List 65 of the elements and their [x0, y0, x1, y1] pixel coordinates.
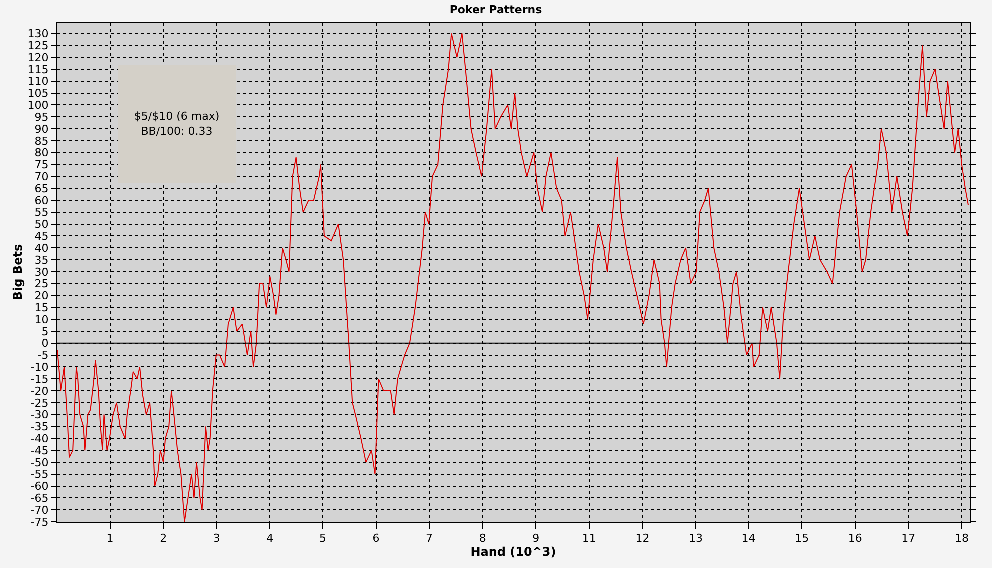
y-tick-label: 30: [34, 266, 49, 279]
x-tick-label: 18: [954, 532, 969, 546]
y-tick-label: 120: [28, 51, 49, 64]
y-tick-label: -25: [30, 396, 49, 410]
y-tick-label: -5: [38, 349, 49, 362]
y-tick-label: 75: [34, 158, 49, 172]
y-tick-label: 55: [34, 206, 49, 220]
y-tick-label: 40: [34, 242, 49, 255]
x-tick-label: 1: [106, 532, 114, 546]
y-tick-label: -65: [30, 492, 49, 506]
y-tick-label: -45: [30, 444, 49, 458]
chart-title: Poker Patterns: [450, 3, 543, 16]
y-tick-label: 70: [34, 170, 49, 184]
x-tick-label: 15: [795, 532, 810, 546]
y-tick-label: 130: [28, 28, 49, 41]
x-tick-label: 8: [479, 532, 486, 546]
x-tick-label: 5: [319, 532, 326, 546]
x-tick-label: 17: [902, 532, 916, 546]
y-tick-label: 50: [34, 218, 49, 232]
y-tick-label: 90: [34, 122, 49, 136]
y-tick-label: 115: [28, 63, 49, 76]
y-tick-label: 85: [34, 134, 49, 148]
y-tick-label: 20: [34, 290, 49, 303]
x-tick-label: 6: [372, 532, 380, 546]
x-tick-label: 4: [266, 532, 274, 546]
y-tick-label: 105: [28, 87, 49, 100]
x-tick-label: 2: [160, 532, 168, 546]
annotation: BB/100: 0.33: [141, 125, 213, 138]
x-tick-label: 3: [213, 532, 220, 546]
y-tick-label: 60: [34, 194, 49, 208]
y-tick-label: 0: [42, 337, 49, 350]
y-tick-label: -70: [30, 504, 49, 517]
y-tick-label: 35: [34, 254, 49, 267]
x-tick-label: 9: [532, 532, 540, 546]
y-tick-label: 5: [42, 325, 49, 338]
y-tick-label: 125: [28, 39, 49, 52]
x-tick-label: 12: [636, 532, 650, 546]
y-tick-label: 25: [34, 278, 49, 291]
x-tick-label: 14: [742, 532, 756, 546]
y-tick-label: -10: [30, 361, 49, 374]
y-tick-label: 80: [34, 146, 49, 160]
y-tick-label: -75: [30, 516, 49, 529]
y-tick-label: 110: [28, 75, 49, 88]
y-tick-label: -60: [30, 480, 49, 494]
y-tick-label: 15: [34, 301, 49, 314]
x-tick-label: 13: [689, 532, 703, 546]
note-box: $5/$10 (6 max) BB/100: 0.33: [118, 65, 236, 183]
y-tick-label: -40: [30, 432, 49, 446]
y-tick-label: -20: [30, 384, 49, 398]
y-tick-label: 95: [34, 110, 49, 124]
y-axis-title: Big Bets: [11, 244, 26, 301]
y-tick-label: -50: [30, 456, 49, 470]
y-tick-label: -35: [30, 420, 49, 434]
y-tick-label: 10: [34, 313, 49, 326]
annotation: $5/$10 (6 max): [134, 110, 220, 123]
x-tick-label: 16: [848, 532, 862, 546]
x-tick-label: 7: [426, 532, 434, 546]
y-tick-label: -55: [30, 468, 49, 482]
y-tick-label: -15: [30, 372, 49, 386]
y-tick-label: 100: [28, 99, 49, 112]
y-tick-label: 65: [34, 182, 49, 196]
y-tick-label: 45: [34, 230, 49, 244]
y-tick-label: -30: [30, 408, 49, 422]
x-tick-label: 11: [582, 532, 596, 546]
x-axis-title: Hand (10^3): [470, 545, 556, 560]
